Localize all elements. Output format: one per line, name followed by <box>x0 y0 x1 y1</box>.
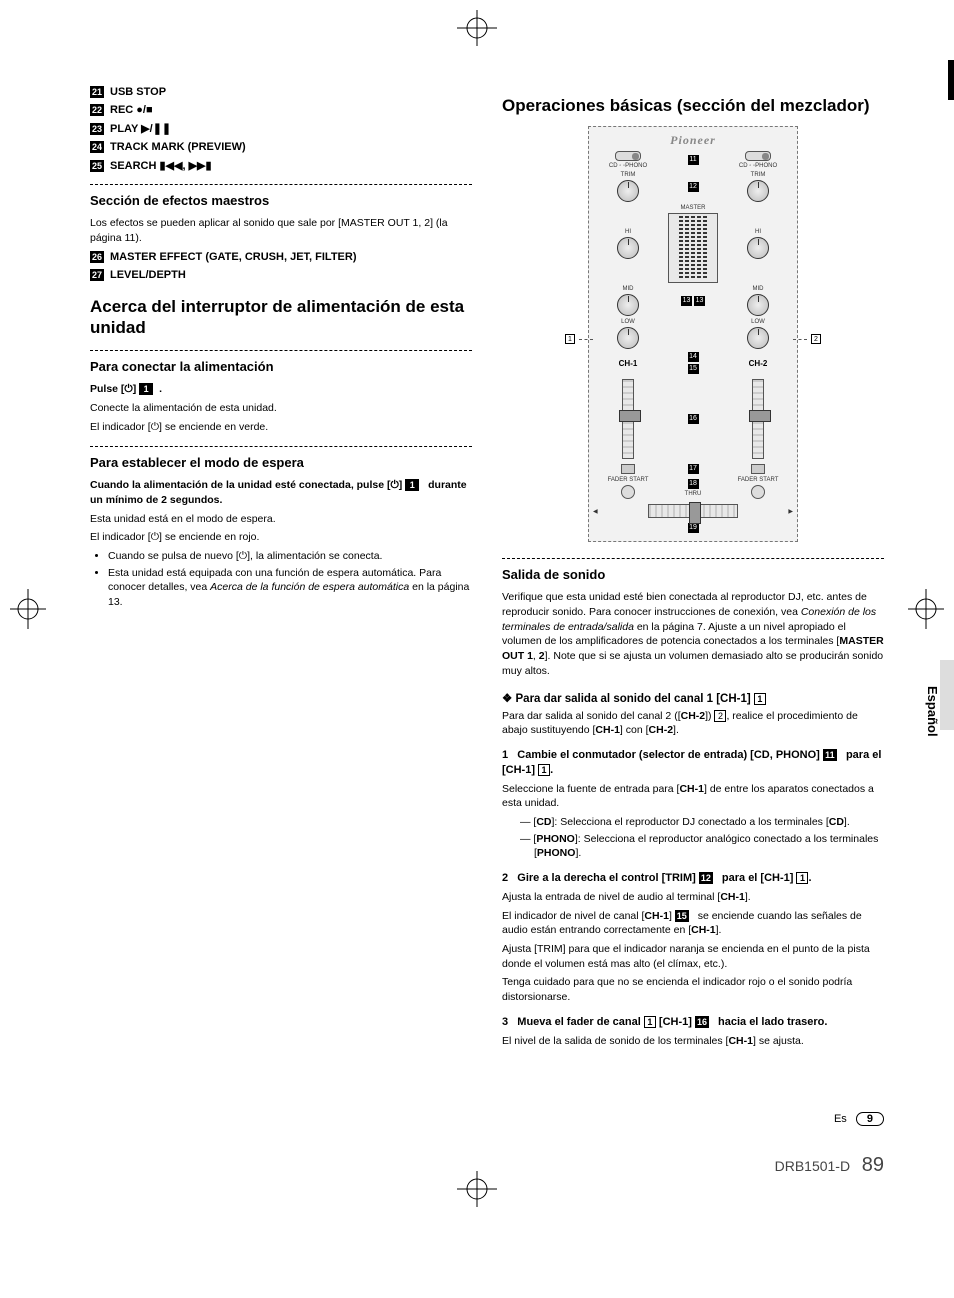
master-meter <box>668 213 718 283</box>
low-knob-l <box>617 327 639 349</box>
item-27: 27LEVEL/DEPTH <box>90 269 472 281</box>
step-1-p: Seleccione la fuente de entrada para [CH… <box>502 782 884 811</box>
step-1-head: 1 Cambie el conmutador (selector de entr… <box>502 748 884 778</box>
step-2-p2: El indicador de nivel de canal [CH-1] 15… <box>502 909 884 938</box>
step-2-p4: Tenga cuidado para que no se encienda el… <box>502 975 884 1004</box>
crop-mark-right <box>908 579 944 639</box>
standby-bullet-2: Esta unidad está equipada con una funció… <box>108 566 472 610</box>
step-3-p: El nivel de la salida de sonido de los t… <box>502 1034 884 1049</box>
crop-mark-left <box>10 579 46 639</box>
callout-18: 18 <box>688 479 699 489</box>
low-knob-r <box>747 327 769 349</box>
callout-13a: 13 <box>681 296 692 306</box>
fader-start-l <box>621 485 635 499</box>
connect-lead: Pulse [⏻] 1. <box>90 382 472 397</box>
trim-knob-l <box>617 180 639 202</box>
callout-15: 15 <box>688 364 699 374</box>
outside-callout-2: 2 <box>793 334 821 344</box>
separator <box>90 446 472 447</box>
standby-p2: El indicador [⏻] se enciende en rojo. <box>90 530 472 545</box>
standby-p1: Esta unidad está en el modo de espera. <box>90 512 472 527</box>
item-22: 22REC ●/■ <box>90 104 472 116</box>
sound-output-heading: Salida de sonido <box>502 567 884 582</box>
item-21: 21USB STOP <box>90 86 472 98</box>
language-tab: Español <box>923 680 942 743</box>
power-switch-heading: Acerca del interruptor de alimentación d… <box>90 297 472 338</box>
callout-12: 12 <box>688 182 699 192</box>
diagram-logo: Pioneer <box>593 133 793 148</box>
diamond-ch1-heading: Para dar salida al sonido del canal 1 [C… <box>502 691 884 705</box>
left-column: 21USB STOP 22REC ●/■ 23PLAY ▶/❚❚ 24TRACK… <box>90 80 472 1052</box>
standby-bullet-1: Cuando se pulsa de nuevo [⏻], la aliment… <box>108 549 472 564</box>
crop-mark-top <box>447 10 507 46</box>
side-grey-tab <box>940 660 954 730</box>
item-26: 26MASTER EFFECT (GATE, CRUSH, JET, FILTE… <box>90 251 472 263</box>
right-column: Operaciones básicas (sección del mezclad… <box>502 80 884 1052</box>
step-2-p3: Ajusta [TRIM] para que el indicador nara… <box>502 942 884 971</box>
standby-bullets: Cuando se pulsa de nuevo [⏻], la aliment… <box>90 549 472 610</box>
step-2-head: 2 Gire a la derecha el control [TRIM] 12… <box>502 871 884 886</box>
cue-btn-l <box>621 464 635 474</box>
step-1-options: — [CD]: Selecciona el reproductor DJ con… <box>502 815 884 861</box>
cd-phono-switch-l <box>615 151 641 161</box>
fader-start-r <box>751 485 765 499</box>
hi-knob-l <box>617 237 639 259</box>
connect-p2: El indicador [⏻] se enciende en verde. <box>90 420 472 435</box>
standby-heading: Para establecer el modo de espera <box>90 455 472 470</box>
callout-11: 11 <box>688 155 699 165</box>
callout-19: 19 <box>688 523 699 533</box>
item-23: 23PLAY ▶/❚❚ <box>90 122 472 135</box>
mid-knob-r <box>747 294 769 316</box>
master-effects-heading: Sección de efectos maestros <box>90 193 472 208</box>
standby-bold: Cuando la alimentación de la unidad esté… <box>90 478 472 507</box>
basic-ops-heading: Operaciones básicas (sección del mezclad… <box>502 96 884 116</box>
hi-knob-r <box>747 237 769 259</box>
callout-17: 17 <box>688 464 699 474</box>
callout-13b: 13 <box>694 296 705 306</box>
diamond-ch1-p: Para dar salida al sonido del canal 2 ([… <box>502 709 884 738</box>
step-1-opt-phono: — [PHONO]: Selecciona el reproductor ana… <box>520 832 884 861</box>
cue-btn-r <box>751 464 765 474</box>
channel-fader-2 <box>752 379 764 459</box>
sound-output-intro: Verifique que esta unidad esté bien cone… <box>502 590 884 678</box>
step-1-opt-cd: — [CD]: Selecciona el reproductor DJ con… <box>520 815 884 830</box>
step-2-p1: Ajusta la entrada de nivel de audio al t… <box>502 890 884 905</box>
master-effects-intro: Los efectos se pueden aplicar al sonido … <box>90 216 472 245</box>
channel-fader-1 <box>622 379 634 459</box>
step-3-head: 3 Mueva el fader de canal 1 [CH-1] 16 ha… <box>502 1015 884 1030</box>
cd-phono-switch-r <box>745 151 771 161</box>
numbered-items: 21USB STOP 22REC ●/■ 23PLAY ▶/❚❚ 24TRACK… <box>90 86 472 172</box>
mixer-diagram: Pioneer CD ◦ ◦PHONO 11 CD ◦ ◦PHONO TRIM … <box>588 126 798 542</box>
separator <box>502 558 884 559</box>
mid-knob-l <box>617 294 639 316</box>
trim-knob-r <box>747 180 769 202</box>
page-footer-small: Es 9 <box>90 1112 884 1126</box>
side-black-tab <box>948 60 954 100</box>
outside-callout-1: 1 <box>565 334 593 344</box>
separator <box>90 184 472 185</box>
separator <box>90 350 472 351</box>
connect-p1: Conecte la alimentación de esta unidad. <box>90 401 472 416</box>
crop-mark-bottom <box>447 1171 507 1207</box>
item-25: 25SEARCH ▮◀◀, ▶▶▮ <box>90 159 472 172</box>
item-24: 24TRACK MARK (PREVIEW) <box>90 141 472 153</box>
crossfader <box>648 504 738 518</box>
callout-16: 16 <box>688 414 699 424</box>
callout-14: 14 <box>688 352 699 362</box>
connect-power-heading: Para conectar la alimentación <box>90 359 472 374</box>
